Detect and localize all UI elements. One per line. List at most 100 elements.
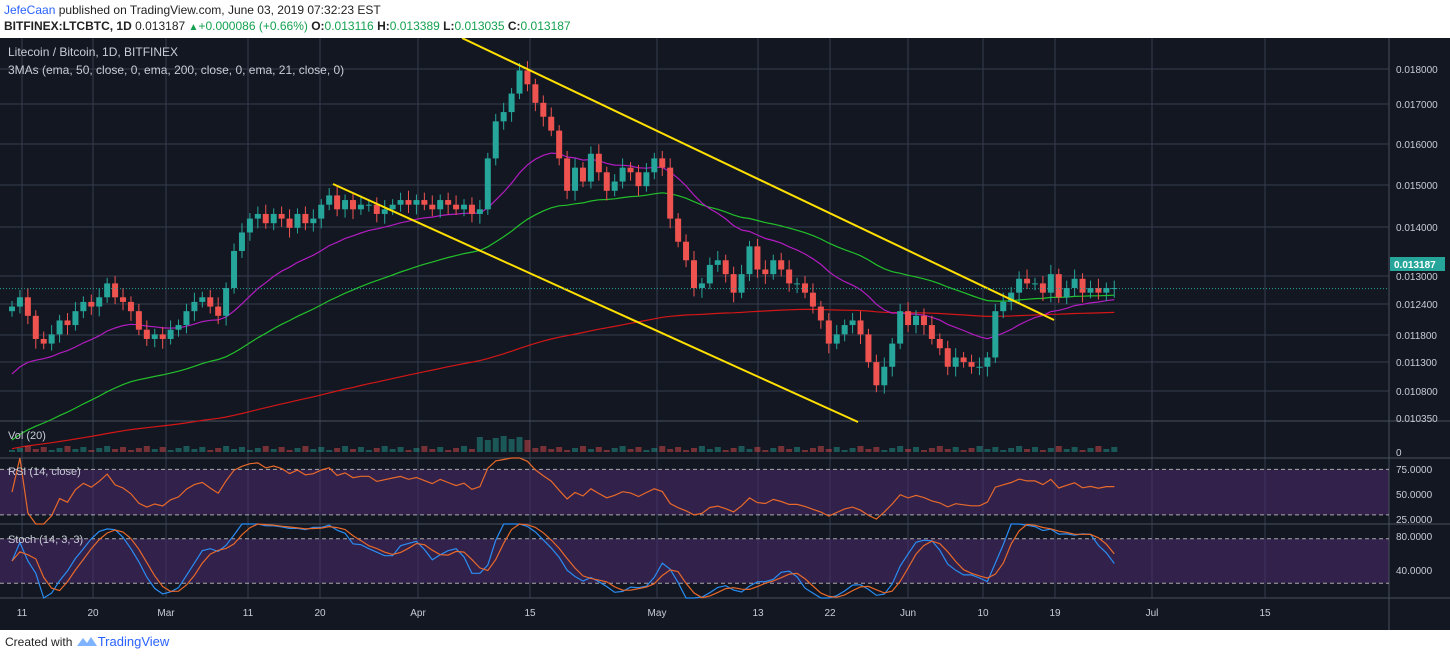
time-tick-2: Mar	[157, 608, 175, 619]
volume-bar-19	[159, 447, 166, 452]
candle-body-125	[1000, 301, 1007, 312]
volume-bar-8	[72, 449, 79, 452]
volume-bar-13	[112, 449, 119, 452]
rsi-tick-50: 50.0000	[1396, 490, 1433, 501]
rsi-line	[0, 457, 1389, 525]
volume-bar-58	[468, 449, 475, 452]
volume-bar-114	[913, 447, 920, 452]
open-label: O:	[311, 19, 325, 33]
last-price-tick: 0.013187	[1394, 260, 1436, 271]
volume-bar-36	[294, 448, 301, 452]
main-chart-title: Litecoin / Bitcoin, 1D, BITFINEX	[8, 45, 178, 59]
candle-body-78	[627, 167, 634, 173]
candle-body-32	[262, 213, 269, 224]
up-triangle-icon: ▲	[188, 22, 199, 33]
volume-bar-75	[603, 450, 610, 452]
candle-body-21	[175, 325, 182, 330]
chart-background	[0, 38, 1450, 630]
candle-body-24	[199, 297, 206, 302]
volume-bar-76	[611, 448, 618, 452]
volume-bar-44	[357, 447, 364, 452]
candle-body-46	[373, 204, 380, 214]
high-value: 0.013389	[389, 19, 440, 33]
candle-body-30	[246, 218, 253, 233]
volume-bar-106	[849, 448, 856, 452]
candle-body-48	[389, 204, 396, 210]
author-link[interactable]: JefeCaan	[4, 3, 56, 17]
volume-bar-15	[127, 450, 134, 452]
candle-body-38	[310, 218, 317, 224]
volume-bar-110	[881, 450, 888, 452]
volume-bar-4	[40, 447, 47, 452]
volume-bar-9	[80, 447, 87, 452]
candle-body-58	[468, 204, 475, 214]
candle-body-79	[635, 172, 642, 187]
rsi-tick-25: 25.0000	[1396, 515, 1433, 526]
volume-bar-64	[516, 437, 523, 452]
volume-bar-70	[564, 450, 571, 452]
candle-body-28	[231, 250, 238, 289]
volume-bar-12	[104, 446, 111, 452]
candle-body-87	[698, 283, 705, 289]
ema21-path	[11, 152, 1115, 375]
candle-body-102	[817, 306, 824, 321]
volume-bar-125	[1000, 450, 1007, 452]
volume-bar-56	[453, 448, 460, 452]
volume-bar-136	[1087, 448, 1094, 452]
volume-bar-111	[889, 448, 896, 452]
candle-body-122	[976, 366, 983, 368]
price-tick-11: 0.010350	[1396, 414, 1438, 425]
candle-body-7	[64, 320, 71, 326]
candle-body-56	[453, 204, 460, 210]
volume-bar-133	[1063, 449, 1070, 452]
last-price-value: 0.013187	[135, 19, 186, 33]
volume-bar-85	[683, 450, 690, 452]
volume-bar-39	[318, 447, 325, 452]
candle-body-110	[881, 366, 888, 386]
candle-body-112	[897, 311, 904, 344]
volume-bar-66	[532, 448, 539, 452]
volume-tick-0: 0	[1396, 448, 1402, 459]
volume-bar-108	[865, 449, 872, 452]
stoch-tick-40: 40.0000	[1396, 566, 1433, 577]
volume-bar-130	[1039, 450, 1046, 452]
volume-bar-25	[207, 450, 214, 452]
candle-body-52	[421, 200, 428, 205]
candle-body-44	[357, 204, 364, 210]
candle-body-42	[342, 200, 349, 210]
volume-bar-55	[445, 450, 452, 452]
volume-bar-54	[437, 447, 444, 452]
candle-body-69	[556, 130, 563, 159]
low-value: 0.013035	[454, 19, 505, 33]
stoch-band	[0, 538, 1389, 584]
volume-bar-11	[96, 448, 103, 452]
candle-body-50	[405, 200, 412, 205]
candle-body-133	[1063, 288, 1070, 298]
volume-bar-33	[270, 449, 277, 452]
chart-canvas[interactable]: Litecoin / Bitcoin, 1D, BITFINEX 3MAs (e…	[0, 38, 1450, 630]
volume-bar-16	[135, 448, 142, 452]
volume-bar-22	[183, 446, 190, 452]
ema200-path	[11, 308, 1115, 450]
tradingview-logo-icon[interactable]	[76, 635, 98, 650]
time-tick-7: May	[648, 608, 667, 619]
candle-body-123	[984, 357, 991, 367]
candle-body-15	[127, 301, 134, 312]
candle-body-121	[968, 362, 975, 367]
volume-bar-74	[595, 447, 602, 452]
candle-body-124	[992, 311, 999, 358]
candle-body-103	[825, 320, 832, 344]
rsi-tick-75: 75.0000	[1396, 465, 1433, 476]
candle-body-12	[104, 283, 111, 298]
candle-body-71	[572, 167, 579, 191]
volume-bar-79	[635, 447, 642, 452]
stoch-tick-80: 80.0000	[1396, 532, 1433, 543]
candle-body-3	[32, 315, 39, 339]
volume-bar-105	[841, 450, 848, 452]
volume-bar-87	[698, 446, 705, 452]
tradingview-brand-link[interactable]: TradingView	[97, 634, 170, 649]
descending-channel[interactable]	[332, 38, 1055, 423]
time-tick-11: 10	[977, 608, 989, 619]
volume-bar-113	[905, 449, 912, 452]
candle-body-132	[1055, 274, 1062, 298]
